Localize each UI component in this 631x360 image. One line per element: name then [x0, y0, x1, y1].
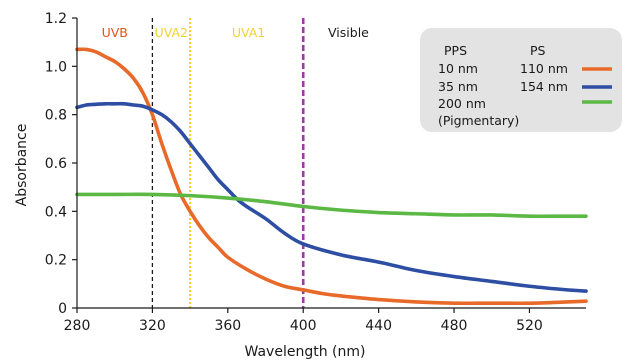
legend-row-4-pps: (Pigmentary): [438, 113, 519, 128]
region-label-uva2: UVA2: [155, 25, 188, 40]
region-labels: UVB UVA2 UVA1 Visible: [102, 25, 370, 40]
region-label-uva1: UVA1: [232, 25, 265, 40]
series-green-line: [75, 192, 588, 219]
legend-row-2-pps: 35 nm: [438, 79, 478, 94]
y-tick-label: 1.0: [45, 59, 67, 75]
region-label-uvb: UVB: [102, 25, 128, 40]
legend-row-1-ps: 110 nm: [520, 61, 568, 76]
y-axis-label: Absorbance: [14, 124, 30, 207]
legend-box: [420, 28, 622, 132]
x-tick-label: 360: [214, 318, 241, 334]
y-tick-label: 1.2: [45, 11, 67, 27]
legend: PPS PS 10 nm 110 nm 35 nm 154 nm 200 nm …: [420, 28, 622, 132]
x-tick-label: 440: [365, 318, 392, 334]
series-blue-line: [75, 101, 588, 293]
y-tick-label: 0.2: [45, 253, 67, 269]
x-tick-label: 280: [64, 318, 91, 334]
region-label-visible: Visible: [328, 25, 369, 40]
x-axis-ticks: 280 320 360 400 440 480 520: [64, 308, 543, 334]
region-divider-lines: [151, 18, 305, 308]
y-tick-label: 0: [58, 301, 67, 317]
y-tick-label: 0.4: [45, 204, 67, 220]
x-tick-label: 400: [290, 318, 317, 334]
y-axis-ticks: 0 0.2 0.4 0.6 0.8 1.0 1.2: [45, 11, 77, 317]
series-layer: [75, 47, 588, 306]
y-tick-label: 0.6: [45, 156, 67, 172]
x-tick-label: 480: [441, 318, 468, 334]
series-orange-line: [75, 47, 588, 306]
legend-header-pps: PPS: [444, 43, 467, 58]
x-tick-label: 320: [139, 318, 166, 334]
legend-row-1-pps: 10 nm: [438, 61, 478, 76]
y-tick-label: 0.8: [45, 108, 67, 124]
legend-row-2-ps: 154 nm: [520, 79, 568, 94]
x-axis-label: Wavelength (nm): [245, 344, 366, 360]
x-tick-label: 520: [516, 318, 543, 334]
legend-row-3-pps: 200 nm: [438, 96, 486, 111]
legend-header-ps: PS: [530, 43, 546, 58]
